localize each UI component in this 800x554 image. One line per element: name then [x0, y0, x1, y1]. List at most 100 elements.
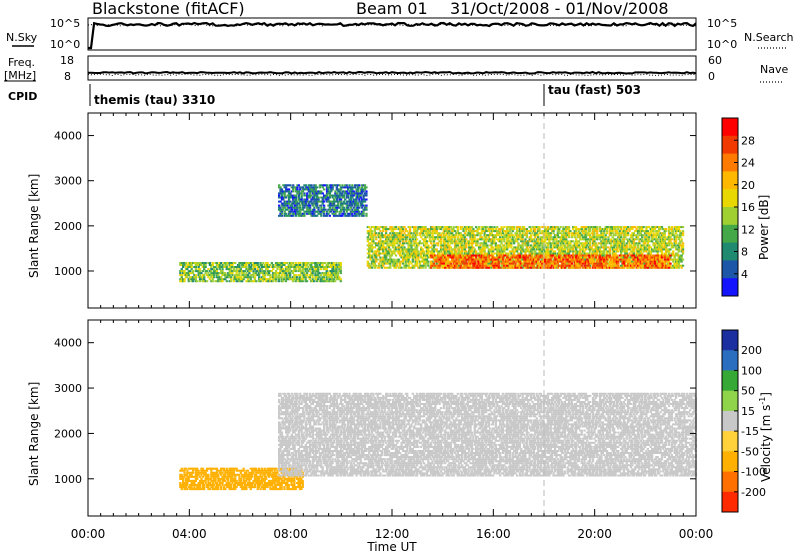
echo-cell [463, 244, 467, 247]
echo-cell [200, 278, 203, 281]
echo-cell [510, 246, 513, 249]
echo-cell [375, 260, 378, 263]
echo-cell [410, 262, 413, 265]
echo-cell [468, 240, 471, 243]
echo-cell [373, 262, 376, 265]
echo-cell [358, 198, 361, 201]
echo-cell [451, 240, 454, 243]
echo-cell [458, 242, 461, 245]
echo-cell [403, 236, 406, 239]
echo-cell [327, 190, 330, 193]
echo-cell [321, 186, 324, 189]
echo-cell [252, 268, 255, 271]
echo-cell [243, 270, 247, 273]
echo-cell [607, 238, 610, 241]
echo-cell [279, 190, 282, 193]
echo-cell [193, 266, 196, 268]
echo-cell [300, 192, 303, 195]
echo-cell [242, 274, 245, 277]
echo-cell [241, 266, 244, 268]
echo-cell [335, 198, 338, 201]
echo-cell [461, 238, 464, 241]
echo-cell [349, 190, 353, 193]
echo-cell [355, 198, 358, 201]
echo-cell [246, 274, 250, 277]
echo-cell [680, 266, 683, 269]
echo-cell [399, 228, 402, 231]
echo-cell [389, 262, 392, 265]
echo-cell [338, 194, 341, 197]
echo-cell [484, 242, 488, 245]
echo-cell [335, 194, 338, 197]
echo-cell [239, 268, 242, 271]
echo-cell [424, 264, 427, 267]
echo-cell [358, 214, 361, 217]
echo-cell [304, 274, 307, 277]
echo-cell [322, 278, 326, 281]
echo-cell [246, 268, 250, 271]
echo-cell [556, 244, 559, 247]
echo-cell [658, 230, 661, 233]
echo-cell [453, 236, 457, 239]
echo-cell [394, 234, 398, 237]
echo-cell [411, 238, 414, 241]
echo-cell [259, 262, 262, 264]
echo-cell [414, 260, 417, 263]
echo-cell [462, 248, 465, 251]
echo-cell [622, 228, 626, 231]
echo-cell [404, 238, 407, 241]
echo-cell [204, 272, 207, 275]
echo-cell [318, 264, 321, 266]
echo-cell [641, 252, 644, 255]
echo-cell [228, 268, 231, 271]
echo-cell [248, 264, 251, 266]
echo-cell [642, 226, 645, 229]
echo-cell [225, 276, 228, 279]
echo-cell [201, 276, 204, 279]
echo-cell [408, 248, 412, 251]
echo-cell [655, 236, 658, 239]
echo-cell [269, 270, 272, 273]
echo-cell [483, 234, 486, 237]
echo-cell [369, 230, 372, 233]
echo-cell [415, 254, 419, 257]
echo-cell [468, 232, 471, 235]
echo-cell [290, 206, 293, 209]
echo-cell [479, 232, 482, 235]
echo-cell [370, 238, 374, 241]
echo-cell [269, 278, 272, 281]
echo-cell [306, 186, 309, 189]
echo-cell [459, 252, 462, 255]
echo-cell [461, 236, 464, 239]
echo-cell [187, 270, 190, 273]
echo-cell [449, 240, 452, 243]
echo-cell [389, 260, 392, 263]
echo-cell [383, 262, 386, 265]
frequency-frame [87, 55, 697, 81]
echo-cell [470, 250, 474, 253]
sky-label: N.Sky [6, 31, 38, 44]
echo-cell [315, 264, 318, 266]
echo-cell [421, 248, 424, 251]
echo-cell [401, 234, 405, 237]
echo-cell [328, 210, 331, 213]
echo-cell [462, 240, 465, 243]
echo-cell [587, 232, 590, 235]
echo-cell [503, 240, 506, 243]
echo-cell [365, 212, 368, 215]
echo-cell [324, 184, 327, 187]
sky-noise-frame [87, 17, 697, 51]
echo-cell [224, 276, 227, 279]
echo-cell [325, 194, 329, 197]
echo-cell [438, 232, 441, 235]
echo-cell [277, 278, 280, 281]
echo-cell [421, 242, 424, 245]
echo-cell [355, 210, 358, 213]
echo-cell [273, 278, 276, 281]
echo-cell [189, 270, 192, 273]
echo-cell [186, 274, 189, 277]
echo-cell [342, 212, 345, 215]
echo-cell [210, 266, 213, 268]
echo-cell [293, 266, 296, 268]
echo-cell [680, 238, 683, 241]
